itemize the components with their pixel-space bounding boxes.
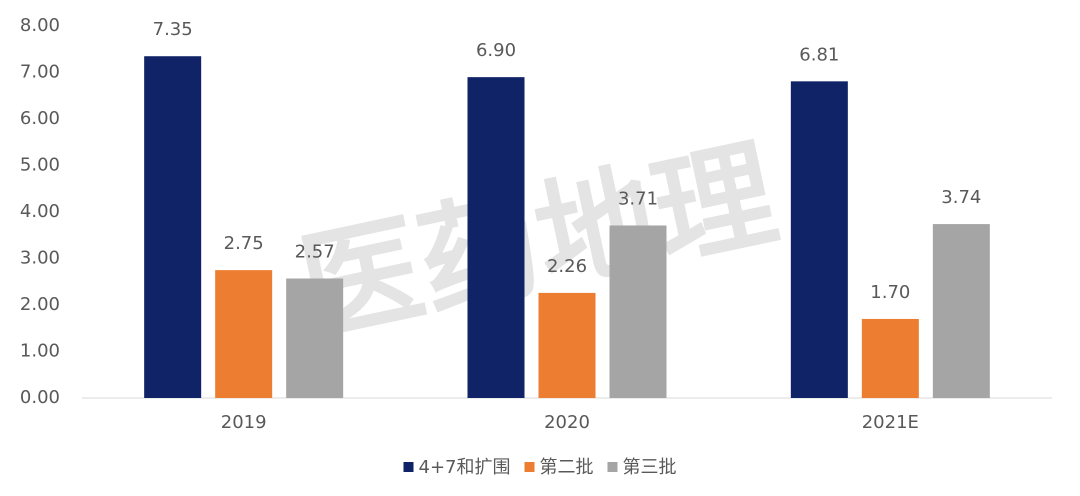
legend-marker: [524, 462, 535, 472]
value-label: 2.57: [295, 241, 335, 262]
bar: [538, 292, 596, 398]
bar: [144, 56, 202, 398]
watermark: 医药地理: [289, 124, 787, 360]
y-tick-label: 0.00: [20, 387, 60, 408]
y-tick-label: 8.00: [20, 15, 60, 36]
y-tick-label: 6.00: [20, 108, 60, 129]
value-label: 6.81: [799, 44, 839, 65]
value-label: 2.75: [224, 233, 264, 254]
y-tick-label: 1.00: [20, 341, 60, 362]
legend-marker: [403, 462, 414, 472]
legend-label: 第二批: [540, 457, 594, 478]
value-label: 6.90: [476, 40, 516, 61]
y-tick-label: 3.00: [20, 248, 60, 269]
value-label: 1.70: [870, 282, 910, 303]
legend-label: 第三批: [623, 457, 677, 478]
bar: [861, 318, 919, 398]
bar: [467, 77, 525, 399]
y-tick-label: 4.00: [20, 201, 60, 222]
value-label: 3.74: [941, 187, 981, 208]
y-tick-label: 5.00: [20, 155, 60, 176]
value-label: 3.71: [618, 188, 658, 209]
x-tick-label: 2020: [544, 412, 590, 433]
bar: [286, 278, 344, 398]
value-label: 7.35: [153, 19, 193, 40]
bar: [609, 225, 667, 398]
y-tick-label: 2.00: [20, 294, 60, 315]
value-label: 2.26: [547, 256, 587, 277]
legend-marker: [607, 462, 618, 472]
legend-label: 4+7和扩围: [419, 457, 511, 478]
x-tick-label: 2019: [221, 412, 267, 433]
bar: [932, 224, 990, 398]
x-tick-label: 2021E: [862, 412, 919, 433]
bar: [790, 81, 848, 399]
bar: [215, 270, 273, 398]
y-tick-label: 7.00: [20, 62, 60, 83]
